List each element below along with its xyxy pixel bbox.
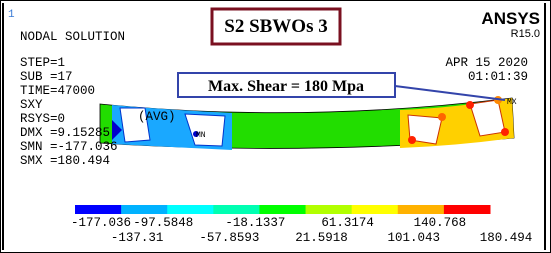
legend-swatch — [352, 205, 399, 214]
max-marker: MX — [507, 98, 517, 107]
legend-label: -57.8593 — [199, 231, 259, 245]
release: R15.0 — [511, 28, 540, 40]
caption: S2 SBWOs 3 — [224, 16, 327, 37]
legend-label: 101.043 — [388, 231, 441, 245]
callout: Max. Shear = 180 Mpa — [208, 78, 364, 95]
info-line: (AVG) — [138, 110, 176, 124]
info-line: SMX =180.494 — [20, 154, 110, 168]
legend-label: -18.1337 — [225, 216, 285, 230]
legend-swatch — [306, 205, 353, 214]
legend-label: -177.036 — [71, 216, 131, 230]
legend-label: 21.5918 — [295, 231, 348, 245]
product-name: ANSYS — [481, 9, 540, 28]
legend-label: 61.3174 — [321, 216, 374, 230]
result-title: NODAL SOLUTION — [20, 30, 125, 44]
date: APR 15 2020 — [445, 56, 528, 70]
screenshot: 1 NODAL SOLUTION ANSYS R15.0 APR 15 2020… — [0, 0, 551, 253]
info-line: TIME=47000 — [20, 84, 95, 98]
info-line: SXY — [20, 98, 43, 112]
info-line: SMN =-177.036 — [20, 140, 118, 154]
legend-swatch — [398, 205, 445, 214]
info-line: SUB =17 — [20, 70, 73, 84]
legend-swatch — [213, 205, 260, 214]
time: 01:01:39 — [468, 70, 528, 84]
info-line: DMX =9.15285 — [20, 126, 110, 140]
min-marker: MN — [196, 131, 206, 140]
legend-swatch — [167, 205, 214, 214]
info-line: STEP=1 — [20, 56, 65, 70]
legend-label: -137.31 — [111, 231, 164, 245]
info-line: RSYS=0 — [20, 112, 65, 126]
window-index: 1 — [8, 9, 15, 21]
legend-label: 140.768 — [414, 216, 467, 230]
legend-swatch — [259, 205, 306, 214]
legend-swatch — [75, 205, 122, 214]
legend-label: -97.5848 — [133, 216, 193, 230]
legend-swatch — [121, 205, 168, 214]
legend-swatch — [444, 205, 491, 214]
legend-label: 180.494 — [480, 231, 533, 245]
